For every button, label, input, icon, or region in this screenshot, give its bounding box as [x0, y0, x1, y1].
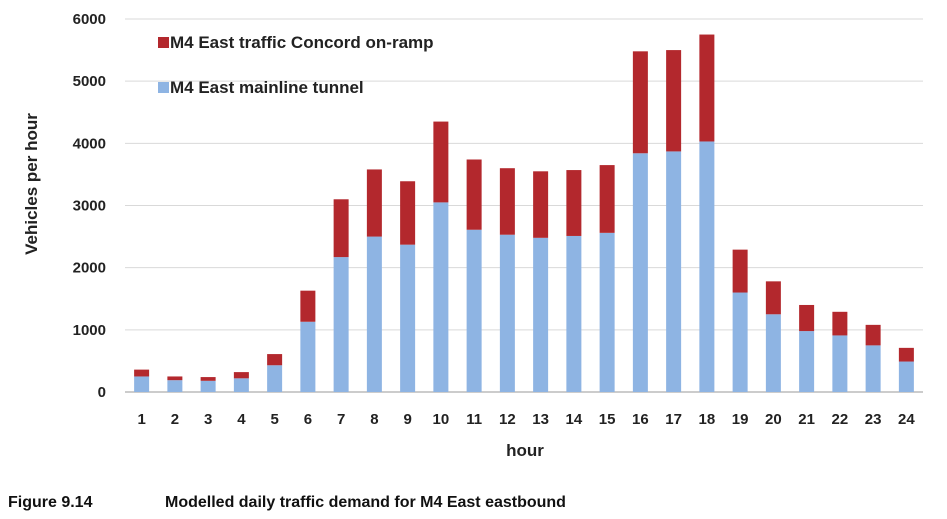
bar-concord-onramp [134, 369, 150, 377]
bar-concord-onramp [765, 281, 781, 315]
bar-concord-onramp [300, 290, 316, 322]
bar-concord-onramp [898, 347, 914, 362]
x-tick-label: 3 [204, 411, 212, 428]
bar-mainline-tunnel [765, 314, 781, 392]
y-tick-label: 5000 [73, 73, 106, 90]
bar-concord-onramp [865, 324, 881, 346]
gridlines [125, 18, 923, 393]
y-tick-labels: 0 1000 2000 3000 4000 5000 6000 [73, 11, 106, 401]
bar-concord-onramp [466, 159, 482, 230]
x-tick-label: 19 [732, 411, 749, 428]
y-tick-label: 3000 [73, 198, 106, 215]
x-tick-label: 24 [898, 411, 915, 428]
bar-concord-onramp [233, 372, 249, 379]
bar-concord-onramp [699, 34, 715, 142]
bar-mainline-tunnel [267, 365, 283, 392]
bar-mainline-tunnel [566, 235, 582, 392]
bar-mainline-tunnel [732, 292, 748, 392]
x-tick-label: 21 [798, 411, 815, 428]
figure-number: Figure 9.14 [8, 494, 93, 511]
x-tick-label: 23 [865, 411, 882, 428]
bar-mainline-tunnel [666, 151, 682, 392]
bar-concord-onramp [167, 376, 183, 381]
legend-swatch-onramp [158, 37, 169, 48]
bar-concord-onramp [732, 249, 748, 293]
y-tick-label: 6000 [73, 11, 106, 28]
bar-mainline-tunnel [898, 361, 914, 392]
bar-concord-onramp [599, 165, 615, 233]
x-tick-label: 6 [304, 411, 312, 428]
bar-concord-onramp [566, 170, 582, 236]
x-tick-label: 1 [137, 411, 145, 428]
x-tick-labels: 1 2 3 4 5 6 7 8 9 10 11 12 13 14 15 16 17 18 19 20 21 22 23 24 [137, 411, 915, 428]
bar-concord-onramp [200, 377, 216, 381]
bar-mainline-tunnel [233, 378, 249, 392]
bar-mainline-tunnel [366, 236, 382, 392]
y-tick-label: 4000 [73, 135, 106, 152]
x-tick-label: 11 [466, 411, 482, 428]
bar-mainline-tunnel [200, 380, 216, 392]
x-tick-label: 18 [699, 411, 716, 428]
x-tick-label: 9 [403, 411, 411, 428]
bar-mainline-tunnel [599, 232, 615, 392]
bar-concord-onramp [632, 51, 648, 154]
bar-concord-onramp [499, 168, 515, 235]
bars [134, 34, 914, 392]
bar-mainline-tunnel [167, 380, 183, 392]
bar-mainline-tunnel [400, 244, 416, 392]
x-tick-label: 14 [566, 411, 583, 428]
x-tick-label: 7 [337, 411, 345, 428]
bar-concord-onramp [333, 199, 349, 258]
x-tick-label: 5 [270, 411, 278, 428]
x-tick-label: 20 [765, 411, 782, 428]
bar-mainline-tunnel [300, 321, 316, 392]
x-tick-label: 17 [665, 411, 682, 428]
bar-concord-onramp [366, 169, 382, 237]
x-tick-label: 13 [532, 411, 549, 428]
bar-concord-onramp [666, 50, 682, 152]
legend: M4 East traffic Concord on-ramp M4 East … [158, 33, 434, 97]
bar-mainline-tunnel [499, 234, 515, 392]
x-tick-label: 22 [832, 411, 849, 428]
bar-mainline-tunnel [832, 335, 848, 392]
legend-label-mainline: M4 East mainline tunnel [170, 78, 364, 97]
figure-title: Modelled daily traffic demand for M4 Eas… [165, 494, 566, 511]
bar-mainline-tunnel [533, 237, 549, 392]
legend-label-onramp: M4 East traffic Concord on-ramp [170, 33, 434, 52]
x-tick-label: 4 [237, 411, 246, 428]
bar-mainline-tunnel [799, 331, 815, 392]
bar-mainline-tunnel [632, 153, 648, 392]
x-tick-label: 15 [599, 411, 616, 428]
y-tick-label: 0 [98, 384, 106, 401]
bar-mainline-tunnel [134, 376, 150, 392]
bar-concord-onramp [267, 354, 283, 366]
x-tick-label: 10 [433, 411, 450, 428]
y-tick-label: 1000 [73, 322, 106, 339]
x-tick-label: 12 [499, 411, 516, 428]
bar-concord-onramp [832, 311, 848, 336]
bar-mainline-tunnel [333, 257, 349, 392]
legend-swatch-mainline [158, 82, 169, 93]
y-tick-label: 2000 [73, 260, 106, 277]
x-tick-label: 16 [632, 411, 649, 428]
bar-mainline-tunnel [699, 141, 715, 392]
x-axis-title: hour [506, 441, 544, 460]
bar-mainline-tunnel [865, 345, 881, 392]
x-tick-label: 8 [370, 411, 378, 428]
bar-mainline-tunnel [466, 229, 482, 392]
x-tick-label: 2 [171, 411, 179, 428]
bar-concord-onramp [533, 171, 549, 238]
bar-concord-onramp [799, 304, 815, 332]
bar-concord-onramp [433, 121, 449, 203]
y-axis-title: Vehicles per hour [22, 113, 41, 255]
bar-mainline-tunnel [433, 202, 449, 392]
bar-concord-onramp [400, 181, 416, 245]
